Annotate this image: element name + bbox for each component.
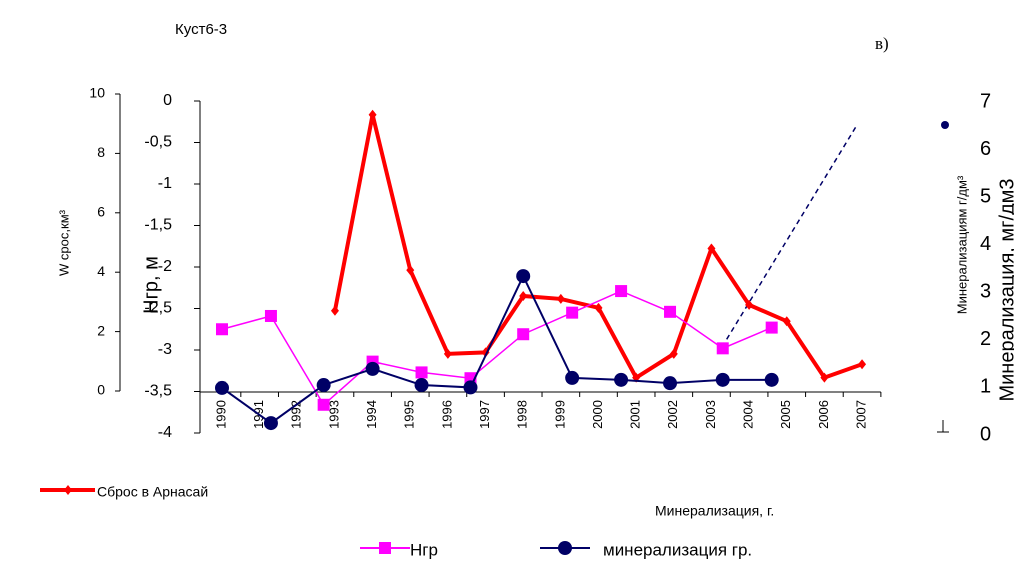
y-tick-label: 0 (97, 382, 105, 398)
point (263, 416, 278, 431)
point (414, 378, 429, 393)
x-tick-label: 1994 (364, 400, 379, 429)
trend-line (721, 124, 858, 348)
point (379, 542, 391, 554)
point (858, 359, 867, 370)
y3-tick-label: 3 (980, 281, 991, 303)
y3-tick-label: 7 (980, 90, 991, 112)
y2-tick-label: -1 (158, 175, 172, 192)
legend-label: Нгр (410, 540, 438, 559)
y3-tick-label: 5 (980, 185, 991, 207)
point (330, 305, 339, 316)
y2-tick-label: -2,5 (144, 300, 172, 317)
point (764, 372, 779, 387)
x-tick-label: 1996 (439, 400, 454, 429)
series-line (221, 273, 772, 425)
point (707, 243, 716, 254)
point (463, 380, 478, 395)
legend-label: Сброс в Арнасай (97, 484, 208, 500)
point (365, 361, 380, 376)
y2-tick-label: -1,5 (144, 217, 172, 234)
point (745, 299, 754, 310)
y3-tick-label: 1 (980, 376, 991, 398)
point (820, 372, 829, 383)
y3-tick-label: 2 (980, 328, 991, 350)
point (216, 323, 228, 336)
y2-tick-label: -4 (158, 424, 172, 441)
point (556, 293, 565, 304)
point (663, 376, 678, 391)
y3-tick-label: 6 (980, 138, 991, 160)
x-tick-label: 1997 (477, 400, 492, 429)
y-axis-title: W срос,км³ (56, 209, 71, 276)
x-tick-label: 1998 (515, 400, 530, 429)
y2-tick-label: -3,5 (144, 383, 172, 400)
point (316, 378, 331, 393)
point (264, 309, 277, 322)
y-tick-label: 2 (97, 322, 105, 338)
x-tick-label: 2007 (853, 400, 868, 429)
y-tick-label: 6 (97, 204, 105, 220)
point (715, 372, 730, 387)
x-tick-label: 1990 (213, 400, 228, 429)
legend-label: минерализация гр. (603, 540, 752, 559)
point (64, 485, 72, 495)
point (519, 290, 528, 301)
point (614, 372, 629, 387)
subtitle: в) (875, 34, 889, 53)
y3-tick-label: 0 (980, 423, 991, 445)
point (594, 302, 603, 313)
point (615, 285, 628, 298)
y2-tick-label: -2 (158, 258, 172, 275)
point (565, 370, 580, 385)
point (443, 348, 452, 359)
point (664, 305, 677, 318)
point (566, 306, 579, 319)
y3-axis-subtitle: Минерализациям г/дм³ (954, 175, 969, 314)
point (368, 109, 377, 120)
point (215, 380, 229, 395)
decor-dot (941, 121, 949, 129)
x-tick-label: 2000 (590, 400, 605, 429)
x-tick-label: 1993 (326, 400, 341, 429)
point (782, 316, 791, 327)
y2-tick-label: 0 (163, 92, 172, 109)
y-tick-label: 10 (89, 85, 105, 101)
y2-axis-title: Нгр, м (140, 256, 162, 314)
x-tick-label: 1995 (402, 400, 417, 429)
point (406, 265, 415, 276)
y-tick-label: 8 (97, 144, 105, 160)
x-tick-label: 2003 (703, 400, 718, 429)
x-axis-title: Минерализация, г. (655, 503, 774, 519)
point (765, 321, 778, 334)
y3-tick-label: 4 (980, 233, 991, 255)
point (517, 328, 530, 341)
x-tick-label: 2004 (741, 400, 756, 429)
point (558, 541, 572, 555)
point (415, 366, 428, 379)
x-tick-label: 2002 (665, 400, 680, 429)
y2-tick-label: -3 (158, 341, 172, 358)
series-line (221, 290, 772, 406)
x-tick-label: 1999 (552, 400, 567, 429)
point (669, 348, 678, 359)
y2-tick-label: -0,5 (144, 134, 172, 151)
point (516, 269, 531, 284)
y3-axis-title: Минерализация, мг/дм3 (996, 178, 1014, 401)
x-tick-label: 2006 (816, 400, 831, 429)
chart-title: Куст6-3 (175, 21, 227, 38)
decor-mark (937, 420, 949, 433)
x-tick-label: 2005 (778, 400, 793, 429)
point (317, 398, 330, 411)
x-tick-label: 2001 (628, 400, 643, 429)
point (716, 342, 729, 355)
y-tick-label: 4 (97, 263, 105, 279)
